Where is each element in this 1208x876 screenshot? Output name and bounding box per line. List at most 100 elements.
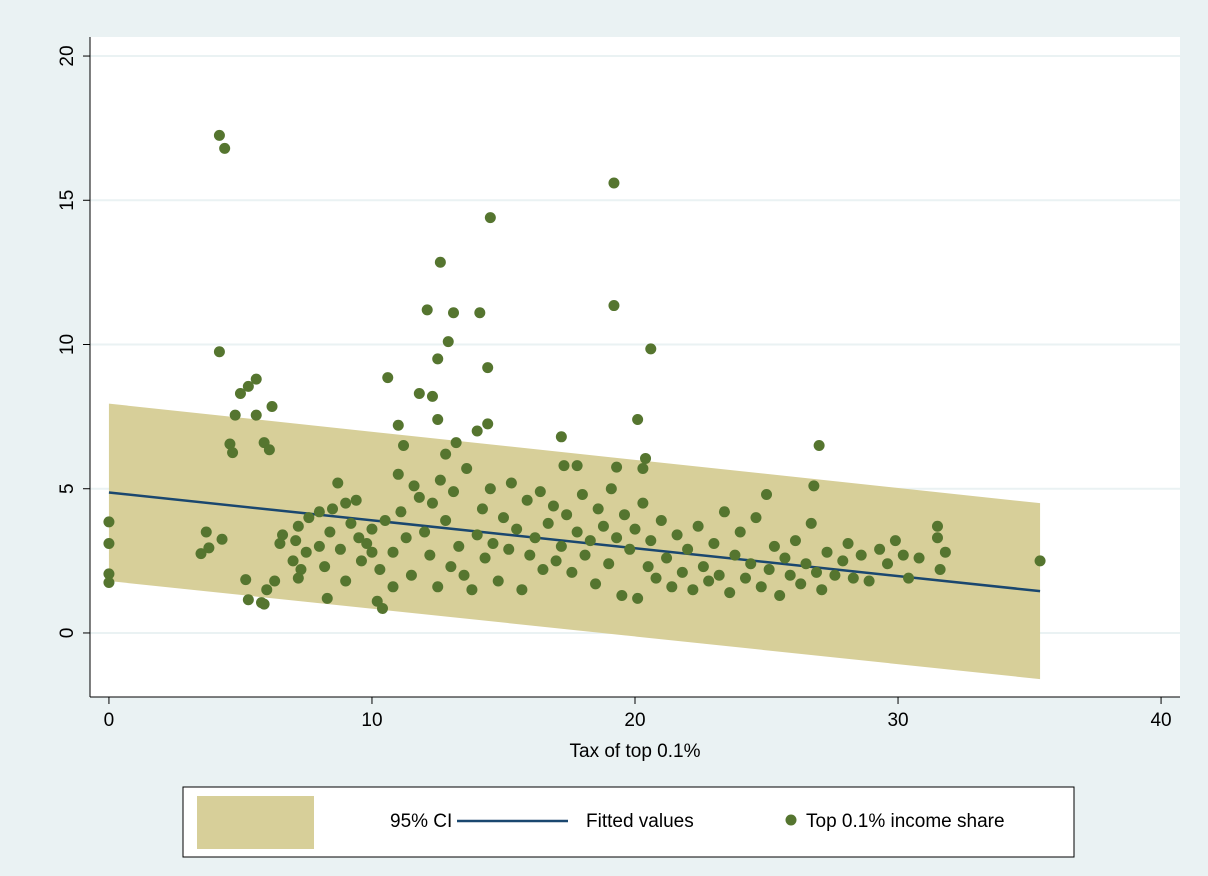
point (432, 353, 444, 365)
point (655, 514, 667, 526)
point (632, 592, 644, 604)
point (303, 512, 315, 524)
point (432, 414, 444, 425)
point (366, 546, 378, 558)
point (374, 564, 386, 575)
point (779, 552, 791, 564)
point (800, 558, 812, 570)
point (566, 566, 578, 578)
point (503, 543, 515, 555)
point (387, 546, 399, 558)
point (661, 552, 673, 564)
point (816, 584, 828, 596)
point (340, 497, 352, 509)
point (269, 575, 281, 587)
legend-swatch (785, 814, 797, 826)
point (939, 546, 951, 558)
point (774, 589, 786, 601)
legend-label: Top 0.1% income share (806, 811, 1005, 832)
point (395, 506, 407, 518)
point (863, 575, 875, 587)
point (224, 438, 236, 450)
point (763, 564, 775, 575)
point (558, 460, 570, 472)
point (277, 529, 289, 541)
point (768, 540, 780, 552)
point (366, 523, 378, 535)
point (482, 362, 494, 374)
point (608, 300, 620, 312)
point (426, 390, 438, 402)
point (810, 566, 822, 578)
point (300, 546, 312, 558)
point (376, 602, 388, 614)
point (361, 538, 373, 550)
y-tick-label: 5 (57, 483, 78, 494)
point (413, 491, 425, 503)
point (713, 569, 725, 581)
point (642, 561, 654, 573)
point (842, 538, 854, 550)
point (227, 447, 239, 459)
point (1034, 555, 1046, 567)
point (332, 477, 344, 489)
point (847, 572, 859, 584)
y-tick-label: 0 (57, 628, 78, 639)
y-tick-label: 20 (57, 45, 78, 66)
point (611, 461, 623, 473)
point (242, 380, 254, 392)
point (874, 543, 886, 555)
point (676, 566, 688, 578)
point (292, 520, 304, 532)
point (313, 506, 325, 518)
point (353, 532, 365, 544)
point (234, 388, 246, 400)
point (292, 572, 304, 584)
point (624, 543, 636, 555)
point (334, 543, 346, 555)
point (240, 574, 252, 586)
point (542, 517, 554, 529)
point (261, 584, 273, 596)
point (637, 463, 649, 475)
point (242, 594, 254, 606)
point (724, 587, 736, 599)
point (632, 414, 644, 425)
point (405, 569, 417, 581)
point (250, 373, 262, 385)
point (466, 584, 478, 596)
point (474, 307, 486, 319)
point (103, 576, 115, 588)
x-tick-label: 10 (361, 710, 382, 731)
point (426, 497, 438, 509)
point (290, 535, 302, 547)
point (263, 444, 275, 456)
point (382, 372, 394, 384)
point (200, 526, 212, 538)
point (482, 418, 494, 430)
point (103, 568, 115, 580)
point (645, 343, 657, 355)
point (561, 509, 573, 521)
point (195, 548, 207, 560)
point (448, 307, 460, 319)
point (931, 532, 943, 544)
point (616, 589, 628, 601)
point (432, 581, 444, 593)
point (434, 474, 446, 486)
point (266, 401, 278, 413)
x-tick-label: 40 (1150, 710, 1171, 731)
point (216, 533, 228, 545)
point (640, 452, 652, 464)
point (103, 516, 115, 528)
point (350, 494, 362, 506)
point (421, 304, 433, 316)
point (313, 540, 325, 552)
point (603, 558, 615, 570)
point (479, 552, 491, 564)
point (419, 526, 431, 538)
point (829, 569, 841, 581)
point (550, 555, 562, 567)
point (855, 549, 867, 561)
